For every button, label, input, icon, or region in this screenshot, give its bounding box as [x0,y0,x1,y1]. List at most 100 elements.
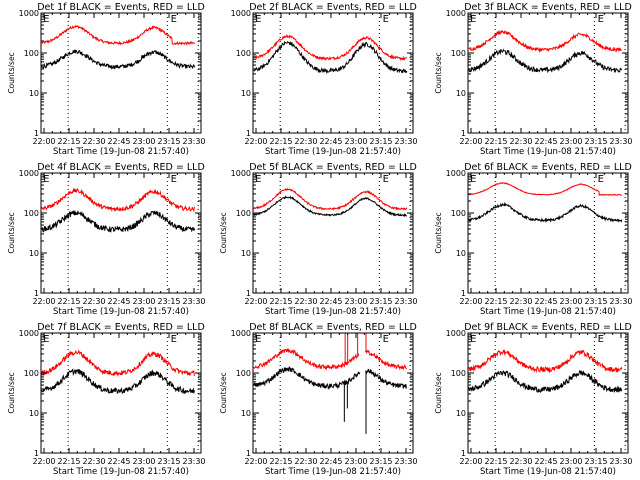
x-axis-label: Start Time (19-Jun-08 21:57:40) [265,307,401,317]
panel-det-1: Det 1f BLACK = Events, RED = LLD 1 10 100 10… [7,2,206,157]
y-tick-label: 10 [29,89,39,98]
events-series-line [468,202,623,224]
x-tick-label: 22:00 [32,137,55,146]
x-tick-label: 23:00 [559,137,582,146]
x-tick-label: 23:00 [559,297,582,306]
x-tick-label: 22:45 [107,297,130,306]
e-marker: E [171,334,177,345]
x-tick-label: 22:45 [534,457,557,466]
y-axis-label: Counts/sec [434,52,443,93]
panel-title: Det 2f BLACK = Events, RED = LLD [249,2,417,13]
x-tick-label: 22:30 [509,457,532,466]
e-marker: E [255,174,261,185]
x-tick-label: 23:15 [157,297,180,306]
e-marker: E [255,334,261,345]
x-tick-label: 22:30 [509,297,532,306]
e-marker: E [470,14,476,25]
x-axis-label: Start Time (19-Jun-08 21:57:40) [265,147,401,157]
events-series-line [253,366,407,391]
e-marker: E [470,334,476,345]
y-tick-label: 1000 [19,169,39,178]
y-tick-label: 1 [461,449,466,458]
y-tick-label: 1 [34,449,39,458]
y-tick-label: 10 [456,249,466,258]
panel-det-5: Det 5f BLACK = Events, RED = LLD 1 10 100 10… [219,162,418,317]
e-marker: E [383,174,389,185]
e-marker: E [255,14,261,25]
x-tick-label: 23:00 [344,297,367,306]
x-tick-label: 23:15 [584,457,607,466]
x-tick-label: 22:00 [459,457,482,466]
x-tick-label: 23:00 [344,137,367,146]
panel-title: Det 6f BLACK = Events, RED = LLD [464,162,632,173]
x-tick-label: 22:00 [459,297,482,306]
events-series-line [468,48,623,74]
x-tick-label: 22:15 [269,297,292,306]
x-tick-label: 22:00 [32,457,55,466]
x-tick-label: 23:30 [394,457,417,466]
e-marker: E [171,14,177,25]
x-tick-label: 22:30 [82,457,105,466]
lld-series-line [253,348,408,371]
panel-det-8: Det 8f BLACK = Events, RED = LLD 1 10 100 10… [219,322,418,477]
panel-title: Det 5f BLACK = Events, RED = LLD [249,162,417,173]
y-axis-label: Counts/sec [7,212,16,253]
y-tick-label: 1 [246,129,251,138]
x-tick-label: 22:45 [107,137,130,146]
x-tick-label: 23:00 [132,457,155,466]
panel-det-7: Det 7f BLACK = Events, RED = LLD 1 10 100 10… [7,322,206,477]
e-marker: E [383,334,389,345]
x-tick-label: 22:45 [534,137,557,146]
x-tick-label: 22:00 [244,137,267,146]
x-tick-label: 22:00 [32,297,55,306]
plot-frame [252,332,414,454]
x-axis-label: Start Time (19-Jun-08 21:57:40) [265,467,401,477]
lld-series-line [468,29,622,54]
y-tick-label: 100 [451,209,466,218]
events-series-line [41,368,196,395]
y-tick-label: 10 [241,409,251,418]
x-tick-label: 23:00 [132,137,155,146]
x-tick-label: 22:15 [57,137,80,146]
e-marker: E [43,334,49,345]
x-axis-label: Start Time (19-Jun-08 21:57:40) [480,467,616,477]
plot-frame [40,172,202,294]
plot-frame [467,172,629,294]
e-marker: E [598,334,604,345]
x-tick-label: 22:15 [484,137,507,146]
y-tick-label: 10 [456,89,466,98]
lld-series-line [253,34,407,61]
panel-det-6: Det 6f BLACK = Events, RED = LLD 1 10 100 10… [434,162,633,317]
e-marker: E [43,14,49,25]
y-tick-label: 1000 [446,169,466,178]
x-tick-label: 23:00 [132,297,155,306]
x-tick-label: 22:45 [319,137,342,146]
events-series-line [468,369,623,394]
x-tick-label: 22:45 [107,457,130,466]
events-series-line [41,49,196,70]
x-tick-label: 22:15 [269,137,292,146]
x-tick-label: 23:15 [157,137,180,146]
y-tick-label: 100 [236,49,251,58]
panel-det-3: Det 3f BLACK = Events, RED = LLD 1 10 100 10… [434,2,633,157]
e-marker: E [470,174,476,185]
x-tick-label: 23:30 [394,137,417,146]
y-tick-label: 10 [241,89,251,98]
y-tick-label: 1000 [446,329,466,338]
x-tick-label: 23:30 [182,457,205,466]
y-tick-label: 100 [24,209,39,218]
y-axis-label: Counts/sec [219,372,228,413]
y-tick-label: 1000 [231,169,251,178]
y-axis-label: Counts/sec [7,52,16,93]
y-tick-label: 100 [236,369,251,378]
y-tick-label: 100 [24,369,39,378]
x-axis-label: Start Time (19-Jun-08 21:57:40) [480,147,616,157]
e-marker: E [598,14,604,25]
y-axis-label: Counts/sec [434,212,443,253]
y-tick-label: 1 [246,289,251,298]
panel-title: Det 3f BLACK = Events, RED = LLD [464,2,632,13]
x-tick-label: 22:30 [294,137,317,146]
y-tick-label: 1 [461,129,466,138]
plot-frame [252,12,414,134]
x-tick-label: 22:45 [319,457,342,466]
